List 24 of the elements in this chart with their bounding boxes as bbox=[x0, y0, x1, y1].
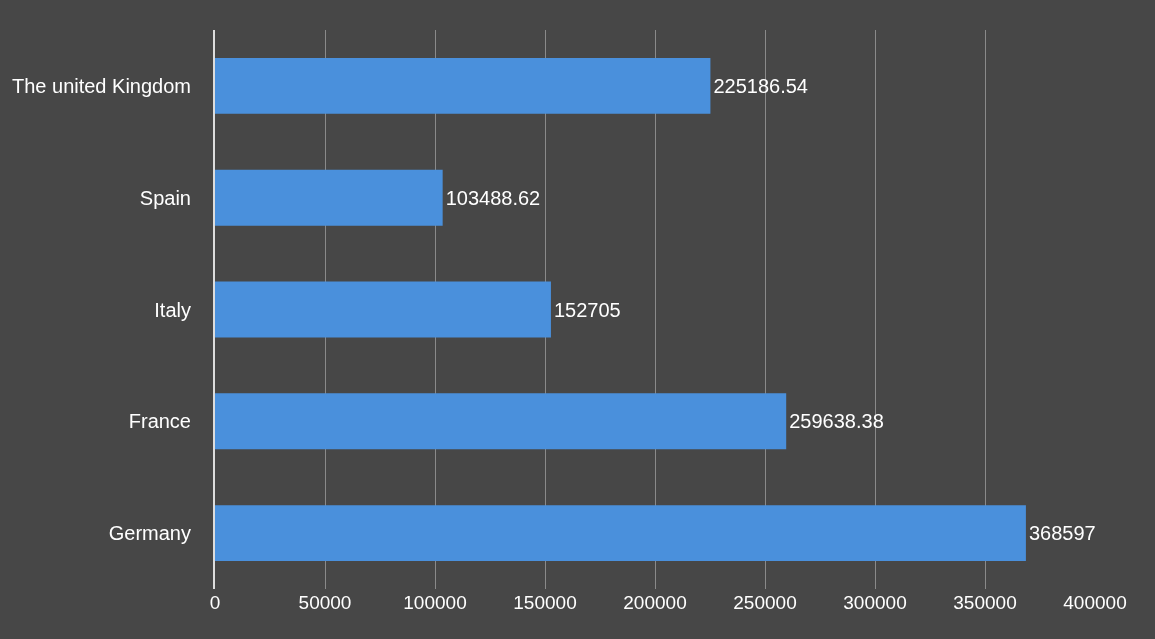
data-label: 152705 bbox=[553, 298, 621, 321]
x-tick-label: 400000 bbox=[1063, 592, 1127, 613]
y-tick-label: France bbox=[128, 410, 191, 433]
data-label: 368597 bbox=[1028, 522, 1096, 545]
bar bbox=[215, 57, 711, 114]
y-tick-label: Italy bbox=[154, 298, 191, 321]
x-tick-label: 100000 bbox=[403, 592, 467, 613]
y-tick-label: Germany bbox=[108, 522, 191, 545]
x-tick-label: 0 bbox=[209, 592, 221, 613]
x-tick-label: 150000 bbox=[513, 592, 577, 613]
y-tick-label: The united Kingdom bbox=[11, 74, 191, 97]
x-tick-label: 250000 bbox=[733, 592, 797, 613]
x-tick-label: 350000 bbox=[953, 592, 1017, 613]
data-label: 259638.38 bbox=[789, 410, 884, 433]
y-tick-label: Spain bbox=[139, 186, 191, 209]
bar bbox=[215, 169, 443, 226]
bar bbox=[215, 281, 551, 338]
x-tick-label: 300000 bbox=[843, 592, 907, 613]
bar bbox=[215, 393, 787, 450]
x-tick-label: 200000 bbox=[623, 592, 687, 613]
data-label: 225186.54 bbox=[713, 74, 808, 97]
x-tick-label: 50000 bbox=[298, 592, 352, 613]
bar bbox=[215, 505, 1026, 562]
data-label: 103488.62 bbox=[445, 186, 541, 209]
